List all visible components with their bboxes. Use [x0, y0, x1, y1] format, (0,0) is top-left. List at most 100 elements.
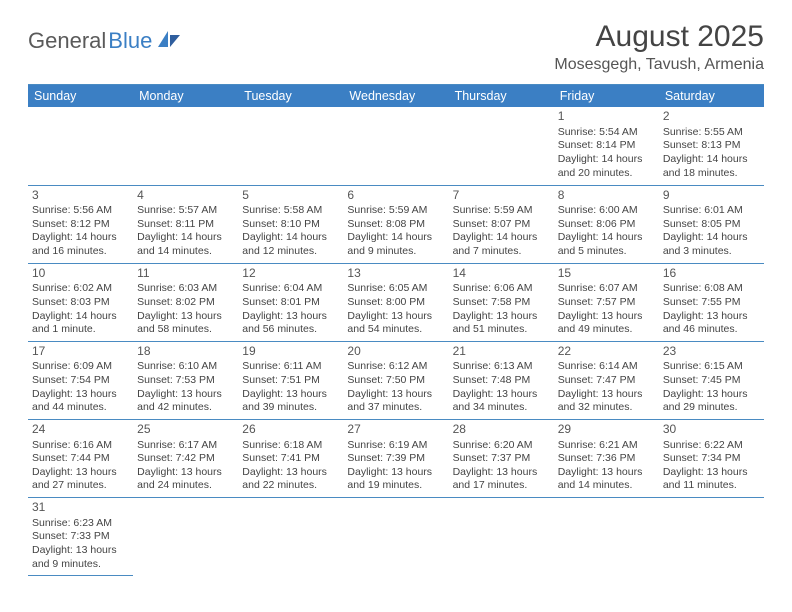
sunset-line: Sunset: 7:39 PM [347, 452, 444, 466]
sunset-line: Sunset: 8:07 PM [453, 218, 550, 232]
day-number: 27 [347, 422, 444, 438]
calendar-cell [133, 498, 238, 576]
sunrise-line: Sunrise: 5:55 AM [663, 126, 760, 140]
sunset-line: Sunset: 7:55 PM [663, 296, 760, 310]
calendar-cell [238, 498, 343, 576]
calendar-cell: 19Sunrise: 6:11 AMSunset: 7:51 PMDayligh… [238, 341, 343, 419]
sunrise-line: Sunrise: 6:17 AM [137, 439, 234, 453]
calendar-cell: 21Sunrise: 6:13 AMSunset: 7:48 PMDayligh… [449, 341, 554, 419]
sunrise-line: Sunrise: 6:09 AM [32, 360, 129, 374]
daylight-line: Daylight: 13 hours and 37 minutes. [347, 388, 444, 415]
sunrise-line: Sunrise: 6:15 AM [663, 360, 760, 374]
sunset-line: Sunset: 8:01 PM [242, 296, 339, 310]
day-number: 9 [663, 188, 760, 204]
day-number: 1 [558, 109, 655, 125]
sunset-line: Sunset: 7:54 PM [32, 374, 129, 388]
day-number: 6 [347, 188, 444, 204]
header: GeneralBlue August 2025 Mosesgegh, Tavus… [28, 20, 764, 74]
calendar-cell: 17Sunrise: 6:09 AMSunset: 7:54 PMDayligh… [28, 341, 133, 419]
calendar-cell: 6Sunrise: 5:59 AMSunset: 8:08 PMDaylight… [343, 185, 448, 263]
sunset-line: Sunset: 8:11 PM [137, 218, 234, 232]
sunset-line: Sunset: 8:14 PM [558, 139, 655, 153]
daylight-line: Daylight: 13 hours and 32 minutes. [558, 388, 655, 415]
logo: GeneralBlue [28, 28, 182, 54]
sunset-line: Sunset: 8:10 PM [242, 218, 339, 232]
calendar-cell [133, 107, 238, 185]
day-number: 10 [32, 266, 129, 282]
day-number: 12 [242, 266, 339, 282]
sunrise-line: Sunrise: 6:19 AM [347, 439, 444, 453]
calendar-cell: 16Sunrise: 6:08 AMSunset: 7:55 PMDayligh… [659, 263, 764, 341]
sunset-line: Sunset: 8:13 PM [663, 139, 760, 153]
calendar-cell: 28Sunrise: 6:20 AMSunset: 7:37 PMDayligh… [449, 419, 554, 497]
sunrise-line: Sunrise: 5:59 AM [347, 204, 444, 218]
daylight-line: Daylight: 13 hours and 46 minutes. [663, 310, 760, 337]
sunset-line: Sunset: 7:45 PM [663, 374, 760, 388]
calendar-cell: 24Sunrise: 6:16 AMSunset: 7:44 PMDayligh… [28, 419, 133, 497]
daylight-line: Daylight: 13 hours and 34 minutes. [453, 388, 550, 415]
calendar-cell: 14Sunrise: 6:06 AMSunset: 7:58 PMDayligh… [449, 263, 554, 341]
calendar-cell: 25Sunrise: 6:17 AMSunset: 7:42 PMDayligh… [133, 419, 238, 497]
day-number: 23 [663, 344, 760, 360]
calendar-cell: 2Sunrise: 5:55 AMSunset: 8:13 PMDaylight… [659, 107, 764, 185]
sunset-line: Sunset: 7:51 PM [242, 374, 339, 388]
calendar-cell: 29Sunrise: 6:21 AMSunset: 7:36 PMDayligh… [554, 419, 659, 497]
sunset-line: Sunset: 8:05 PM [663, 218, 760, 232]
day-number: 3 [32, 188, 129, 204]
day-number: 13 [347, 266, 444, 282]
sunset-line: Sunset: 7:53 PM [137, 374, 234, 388]
day-number: 14 [453, 266, 550, 282]
day-number: 18 [137, 344, 234, 360]
daylight-line: Daylight: 13 hours and 44 minutes. [32, 388, 129, 415]
day-number: 21 [453, 344, 550, 360]
calendar-cell [449, 498, 554, 576]
calendar-cell [343, 107, 448, 185]
sunrise-line: Sunrise: 6:13 AM [453, 360, 550, 374]
day-number: 7 [453, 188, 550, 204]
sunrise-line: Sunrise: 5:57 AM [137, 204, 234, 218]
weekday-header: Saturday [659, 85, 764, 107]
sunrise-line: Sunrise: 6:00 AM [558, 204, 655, 218]
daylight-line: Daylight: 13 hours and 19 minutes. [347, 466, 444, 493]
sunrise-line: Sunrise: 6:08 AM [663, 282, 760, 296]
day-number: 16 [663, 266, 760, 282]
day-number: 31 [32, 500, 129, 516]
sunset-line: Sunset: 8:02 PM [137, 296, 234, 310]
weekday-header: Tuesday [238, 85, 343, 107]
daylight-line: Daylight: 14 hours and 9 minutes. [347, 231, 444, 258]
sunrise-line: Sunrise: 6:05 AM [347, 282, 444, 296]
sunset-line: Sunset: 7:41 PM [242, 452, 339, 466]
daylight-line: Daylight: 13 hours and 24 minutes. [137, 466, 234, 493]
daylight-line: Daylight: 13 hours and 27 minutes. [32, 466, 129, 493]
weekday-header: Wednesday [343, 85, 448, 107]
day-number: 25 [137, 422, 234, 438]
sunset-line: Sunset: 7:37 PM [453, 452, 550, 466]
sunset-line: Sunset: 8:00 PM [347, 296, 444, 310]
calendar-cell: 12Sunrise: 6:04 AMSunset: 8:01 PMDayligh… [238, 263, 343, 341]
sunrise-line: Sunrise: 5:54 AM [558, 126, 655, 140]
calendar-cell: 1Sunrise: 5:54 AMSunset: 8:14 PMDaylight… [554, 107, 659, 185]
calendar-cell: 26Sunrise: 6:18 AMSunset: 7:41 PMDayligh… [238, 419, 343, 497]
calendar-cell: 31Sunrise: 6:23 AMSunset: 7:33 PMDayligh… [28, 498, 133, 576]
calendar-cell: 9Sunrise: 6:01 AMSunset: 8:05 PMDaylight… [659, 185, 764, 263]
daylight-line: Daylight: 13 hours and 58 minutes. [137, 310, 234, 337]
day-number: 22 [558, 344, 655, 360]
daylight-line: Daylight: 14 hours and 16 minutes. [32, 231, 129, 258]
calendar-cell: 30Sunrise: 6:22 AMSunset: 7:34 PMDayligh… [659, 419, 764, 497]
daylight-line: Daylight: 14 hours and 18 minutes. [663, 153, 760, 180]
sunset-line: Sunset: 7:48 PM [453, 374, 550, 388]
daylight-line: Daylight: 14 hours and 5 minutes. [558, 231, 655, 258]
day-number: 15 [558, 266, 655, 282]
weekday-header: Sunday [28, 85, 133, 107]
calendar-cell: 5Sunrise: 5:58 AMSunset: 8:10 PMDaylight… [238, 185, 343, 263]
calendar-cell [28, 107, 133, 185]
day-number: 29 [558, 422, 655, 438]
calendar-cell: 4Sunrise: 5:57 AMSunset: 8:11 PMDaylight… [133, 185, 238, 263]
calendar-cell: 23Sunrise: 6:15 AMSunset: 7:45 PMDayligh… [659, 341, 764, 419]
day-number: 2 [663, 109, 760, 125]
sunset-line: Sunset: 7:42 PM [137, 452, 234, 466]
day-number: 11 [137, 266, 234, 282]
day-number: 8 [558, 188, 655, 204]
sunrise-line: Sunrise: 6:16 AM [32, 439, 129, 453]
sunrise-line: Sunrise: 6:02 AM [32, 282, 129, 296]
